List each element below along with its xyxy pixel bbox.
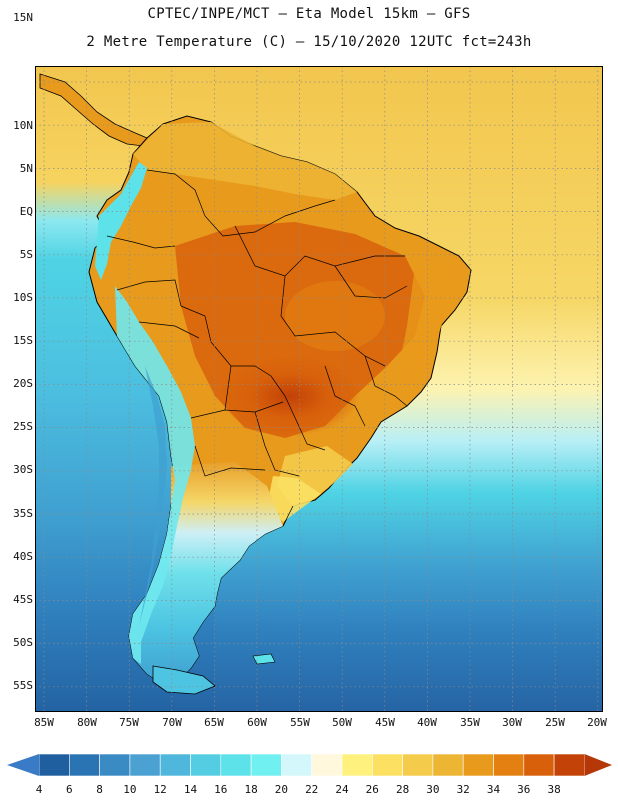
lat-label-5s: 5S [19,248,33,261]
colorbar [0,750,618,800]
colorbar-swatch [38,753,70,777]
colorbar-label: 18 [244,783,258,796]
colorbar-swatch [462,753,494,777]
lon-label-20w: 20W [587,716,607,729]
colorbar-swatch [371,753,403,777]
lon-label-75w: 75W [119,716,139,729]
lon-label-35w: 35W [460,716,480,729]
lat-label-5n: 5N [19,162,33,175]
lat-label-25s: 25S [13,420,33,433]
map-svg [35,66,603,712]
colorbar-label: 14 [183,783,198,796]
tierra-del-fuego [152,665,216,695]
lat-label-30s: 30S [13,463,33,476]
lon-label-65w: 65W [204,716,224,729]
lon-label-60w: 60W [247,716,267,729]
colorbar-label: 22 [305,783,319,796]
country-borders [106,169,408,527]
colorbar-over-arrow [584,754,612,776]
colorbar-swatch [523,753,555,777]
lat-label-35s: 35S [13,507,33,520]
colorbar-swatch [129,753,161,777]
colorbar-label: 20 [274,783,289,796]
colorbar-label: 30 [426,783,440,796]
colorbar-swatch [311,753,343,777]
colorbar-label: 36 [517,783,531,796]
lat-label-55s: 55S [13,679,33,692]
lon-label-40w: 40W [417,716,437,729]
lat-label-15s: 15S [13,334,33,347]
colorbar-label: 26 [365,783,379,796]
colorbar-swatch [69,753,100,777]
colorbar-swatch [341,753,373,777]
hottest-core [220,356,360,436]
colorbar-swatch [250,753,282,777]
lon-label-85w: 85W [34,716,54,729]
lon-label-30w: 30W [502,716,522,729]
lon-label-25w: 25W [545,716,565,729]
lat-label-10s: 10S [13,291,33,304]
colorbar-label: 32 [456,783,470,796]
colorbar-swatch [190,753,222,777]
colorbar-label: 28 [395,783,410,796]
lat-label-15n: 15N [13,11,33,24]
lon-label-80w: 80W [77,716,97,729]
colorbar-label: 24 [335,783,349,796]
lon-label-55w: 55W [290,716,310,729]
lat-lon-grid [35,66,603,712]
colorbar-swatch [402,753,434,777]
colorbar-label: 10 [123,783,137,796]
colorbar-swatch [432,753,464,777]
lat-label-10n: 10N [13,119,33,132]
colorbar-swatch [99,753,131,777]
lat-label-45s: 45S [13,593,33,606]
colorbar-label: 12 [153,783,167,796]
lon-label-45w: 45W [375,716,395,729]
colorbar-label: 4 [35,783,43,796]
lat-label-20s: 20S [13,377,33,390]
lat-label-40s: 40S [13,550,33,563]
lat-label-eq: EQ [19,205,33,218]
lat-label-50s: 50S [13,636,33,649]
colorbar-swatch [281,753,312,777]
colorbar-label: 8 [96,783,103,796]
lon-label-70w: 70W [162,716,182,729]
falkland-islands [252,653,276,665]
colorbar-swatch [159,753,191,777]
colorbar-label: 38 [547,783,561,796]
map-title-line2: 2 Metre Temperature (C) — 15/10/2020 12U… [86,34,532,50]
colorbar-swatch [493,753,525,777]
colorbar-svg [7,753,612,777]
map-title-line1: CPTEC/INPE/MCT — Eta Model 15km — GFS [147,6,471,22]
lon-label-50w: 50W [332,716,352,729]
southern-andes [115,286,195,664]
colorbar-label: 6 [65,783,73,796]
colorbar-swatch [553,753,585,777]
colorbar-swatch [220,753,252,777]
colorbar-label: 16 [214,783,228,796]
colorbar-under-arrow [7,754,39,776]
temperature-map [35,66,603,712]
colorbar-label: 34 [486,783,501,796]
northern-andes [95,162,147,280]
